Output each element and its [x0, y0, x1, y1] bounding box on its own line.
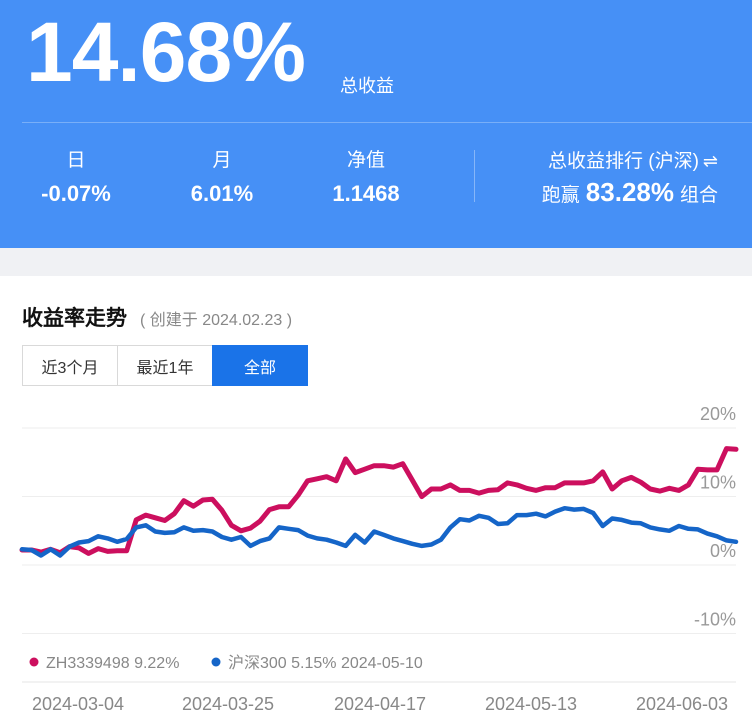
legend-marker	[211, 657, 221, 667]
total-return-label: 总收益	[340, 76, 394, 96]
section-title: 收益率走势	[22, 307, 127, 330]
y-tick-label: -10%	[694, 610, 736, 630]
x-tick-label: 2024-04-17	[334, 694, 426, 714]
stats-divider	[474, 150, 475, 202]
x-tick-label: 2024-05-13	[485, 694, 577, 714]
stat-nav-value: 1.1468	[332, 181, 400, 206]
y-tick-label: 10%	[700, 473, 736, 493]
stat-nav: 净值 1.1468	[296, 148, 436, 208]
section-gap	[0, 248, 752, 276]
y-tick-label: 0%	[710, 541, 736, 561]
rank-label-row: 总收益排行 (沪深) ⇌	[542, 148, 718, 175]
rank-value-row: 跑赢 83.28% 组合	[542, 177, 718, 208]
x-tick-label: 2024-06-03	[636, 694, 728, 714]
rank-label: 总收益排行 (沪深)	[547, 151, 699, 172]
stat-day-value: -0.07%	[41, 181, 111, 206]
rank-prefix: 跑赢	[541, 185, 580, 206]
header-divider	[22, 122, 752, 123]
stat-nav-label: 净值	[346, 150, 385, 171]
section-subtitle: ( 创建于 2024.02.23 )	[140, 312, 293, 329]
swap-icon[interactable]: ⇌	[702, 151, 718, 171]
summary-header: 14.68% 总收益 日 -0.07% 月 6.01% 净值 1.1468 总收…	[0, 0, 752, 248]
legend-label: ZH3339498 9.22%	[46, 655, 179, 672]
legend-marker	[29, 657, 39, 667]
rank-block[interactable]: 总收益排行 (沪深) ⇌ 跑赢 83.28% 组合	[542, 148, 718, 208]
tab-all[interactable]: 全部	[212, 345, 308, 386]
legend-label: 沪深300 5.15% 2024-05-10	[228, 654, 423, 672]
y-tick-label: 20%	[700, 404, 736, 424]
stat-day: 日 -0.07%	[6, 148, 146, 208]
series-line-portfolio	[19, 446, 739, 556]
total-return-value: 14.68%	[26, 5, 306, 99]
stat-month: 月 6.01%	[152, 148, 292, 208]
tab-1-year[interactable]: 最近1年	[117, 345, 213, 386]
rank-value: 83.28%	[585, 177, 674, 207]
return-trend-chart: 20% 10% 0% -10% ZH3339498 9.22% 沪深300 5.15% 2…	[19, 404, 739, 714]
tab-3-months[interactable]: 近3个月	[22, 345, 118, 386]
x-tick-label: 2024-03-04	[32, 694, 124, 714]
range-tabs: 近3个月 最近1年 全部	[22, 345, 308, 386]
stat-month-label: 月	[212, 150, 232, 171]
stat-day-label: 日	[66, 150, 86, 171]
x-tick-label: 2024-03-25	[182, 694, 274, 714]
series-line-csi300	[19, 505, 739, 558]
stat-month-value: 6.01%	[190, 181, 254, 206]
rank-suffix: 组合	[679, 185, 718, 206]
